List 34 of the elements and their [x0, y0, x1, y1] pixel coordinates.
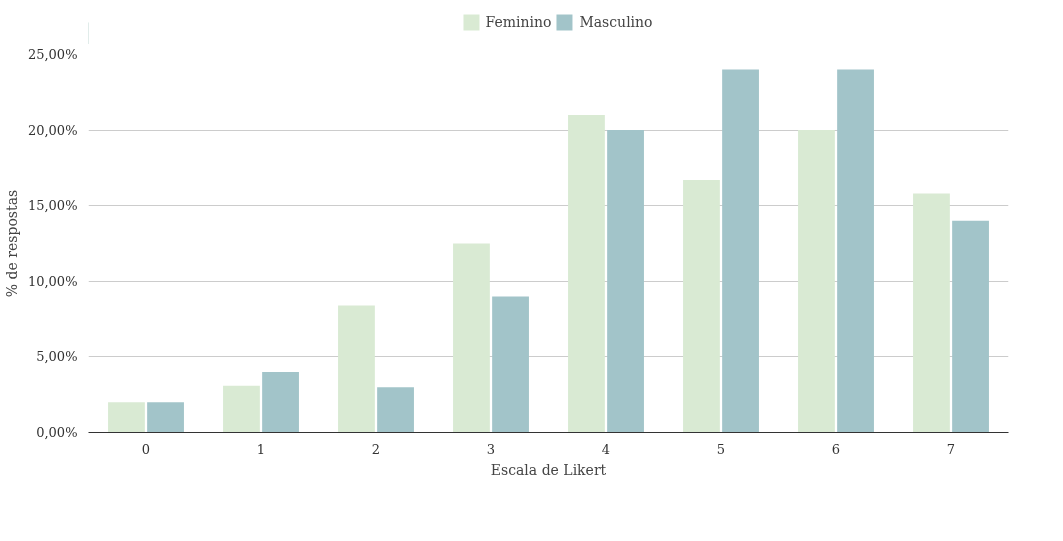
bar	[492, 296, 529, 433]
bar	[837, 69, 874, 433]
bar	[453, 243, 490, 433]
bar	[798, 130, 835, 433]
y-tick-label: 10,00%	[27, 273, 78, 289]
x-tick-label: 1	[256, 441, 266, 457]
y-tick-label: 5,00%	[36, 349, 78, 365]
bar	[377, 387, 414, 433]
bar	[952, 220, 989, 433]
bar	[913, 193, 950, 433]
y-tick-label: 25,00%	[27, 47, 78, 62]
x-axis-title: Escala de Likert	[490, 461, 607, 478]
y-axis-title: % de respostas	[3, 189, 20, 298]
legend-label: Feminino	[485, 14, 552, 30]
x-tick-label: 4	[601, 441, 611, 457]
bar	[223, 385, 260, 433]
x-tick-label: 7	[946, 441, 956, 457]
bar	[683, 180, 720, 433]
bar	[568, 114, 605, 433]
bar	[722, 69, 759, 433]
y-tick-label: 15,00%	[27, 198, 78, 214]
x-tick-label: 5	[716, 441, 726, 457]
y-tick-label: 0,00%	[36, 425, 78, 440]
bar	[262, 372, 299, 433]
x-tick-label: 2	[371, 441, 381, 457]
bar	[338, 305, 375, 433]
legend-label: Masculino	[579, 14, 653, 30]
bar	[108, 402, 145, 433]
bar	[147, 402, 184, 433]
bar	[607, 130, 644, 433]
y-tick-label: 20,00%	[27, 122, 78, 138]
x-tick-label: 0	[141, 441, 151, 457]
x-tick-label: 3	[486, 441, 496, 457]
x-tick-label: 6	[831, 441, 841, 457]
